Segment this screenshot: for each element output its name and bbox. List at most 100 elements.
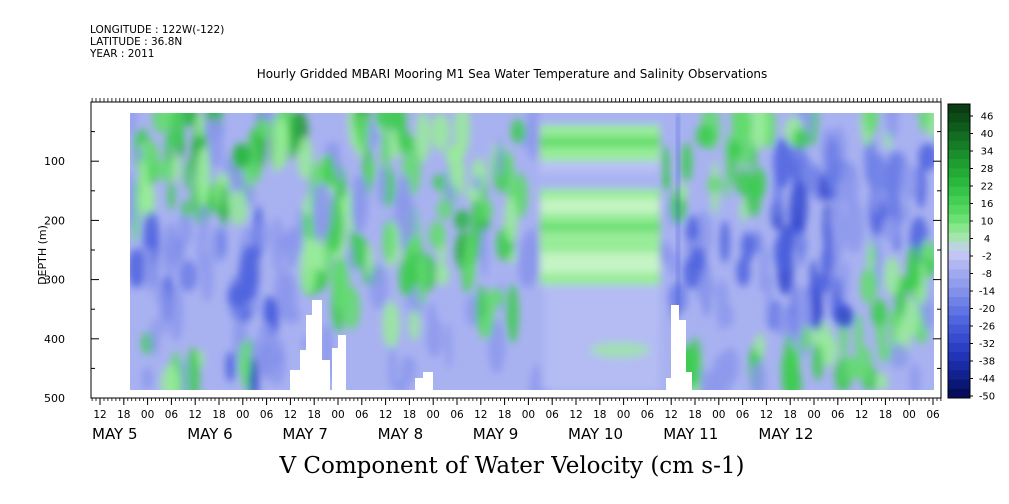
heatmap-cell <box>863 113 879 134</box>
heatmap-cell <box>436 264 450 286</box>
year-label: YEAR : 2011 <box>90 48 155 60</box>
heatmap-cell <box>231 144 251 169</box>
heatmap-cell <box>864 133 877 186</box>
missing-data <box>415 378 423 390</box>
x-day-label: MAY 11 <box>663 425 718 443</box>
colorbar-band <box>948 333 970 344</box>
heatmap-cell <box>834 306 855 328</box>
heatmap-cell <box>871 299 887 327</box>
heatmap-cell <box>184 158 191 190</box>
colorbar-label: -50 <box>979 392 995 403</box>
heatmap-cell <box>178 259 198 292</box>
heatmap-cell <box>781 346 799 390</box>
heatmap-streak <box>676 113 680 313</box>
x-hour-tick-label: 12 <box>760 409 773 421</box>
colorbar-band <box>948 388 970 399</box>
heatmap-cell <box>878 200 886 224</box>
heatmap-band <box>540 213 660 223</box>
heatmap-cell <box>407 236 422 255</box>
heatmap-cell <box>844 355 861 381</box>
y-axis-label: DEPTH (m) <box>36 225 49 285</box>
missing-data <box>322 360 330 390</box>
heatmap-cell <box>300 241 317 295</box>
x-hour-tick-label: 12 <box>855 409 868 421</box>
heatmap-cell <box>901 298 920 337</box>
heatmap-cell <box>238 340 251 383</box>
heatmap-cell <box>181 200 191 219</box>
heatmap-cell <box>141 366 154 390</box>
heatmap-cell <box>503 196 518 243</box>
heatmap-cell <box>740 198 748 223</box>
heatmap-cell <box>169 113 185 149</box>
heatmap-cell <box>922 298 934 331</box>
heatmap-cell <box>724 174 731 199</box>
heatmap-cell <box>725 305 734 328</box>
x-hour-tick-label: 00 <box>807 409 820 421</box>
heatmap-cell <box>736 256 751 287</box>
colorbar-band <box>948 306 970 316</box>
heatmap-cell <box>150 318 159 357</box>
heatmap-cell <box>160 365 180 390</box>
colorbar-band <box>948 342 970 353</box>
heatmap-cell <box>342 286 361 330</box>
x-hour-tick-label: 00 <box>522 409 535 421</box>
heatmap-blobs <box>130 113 934 390</box>
heatmap-cell <box>477 198 493 221</box>
missing-data <box>312 300 322 390</box>
colorbar-band <box>948 361 970 371</box>
heatmap-cell <box>812 282 823 332</box>
missing-data <box>666 378 672 390</box>
heatmap-cell <box>409 308 420 341</box>
y-tick-label: 100 <box>44 155 65 168</box>
heatmap-cell <box>525 113 541 161</box>
heatmap-cell <box>824 136 841 193</box>
heatmap-cell <box>271 216 283 273</box>
heatmap-cell <box>901 201 911 224</box>
colorbar-band <box>948 260 970 270</box>
heatmap-cell <box>257 219 270 251</box>
heatmap-cell <box>356 113 370 151</box>
heatmap-cell <box>161 223 180 277</box>
colorbar-band <box>948 149 970 160</box>
heatmap-cell <box>351 234 368 270</box>
heatmap-cell <box>293 225 300 243</box>
x-hour-tick-label: 06 <box>450 409 464 421</box>
heatmap-band <box>540 115 660 125</box>
heatmap-cell <box>130 171 136 229</box>
heatmap-cell <box>445 321 452 371</box>
heatmap-cell <box>773 232 794 272</box>
colorbar-band <box>948 241 970 252</box>
heatmap-cell <box>366 243 373 276</box>
heatmap-cell <box>377 164 387 207</box>
heatmap-cell <box>168 284 184 342</box>
colorbar-label: -14 <box>979 287 995 298</box>
heatmap-cell <box>518 233 539 289</box>
x-hour-tick-label: 12 <box>379 409 392 421</box>
heatmap-cell <box>367 161 376 182</box>
heatmap-band <box>540 137 660 147</box>
x-hour-tick-label: 00 <box>617 409 630 421</box>
heatmap-cell <box>801 325 811 353</box>
heatmap-cell <box>428 220 446 250</box>
heatmap-cell <box>140 160 148 209</box>
heatmap-cell <box>792 128 810 149</box>
missing-data <box>671 305 679 390</box>
heatmap-cell <box>703 369 721 390</box>
colorbar-label: 16 <box>981 199 994 210</box>
heatmap-cell <box>909 363 921 390</box>
heatmap-cell <box>369 264 388 310</box>
colorbar-band <box>948 131 970 142</box>
heatmap-cell <box>135 145 143 162</box>
heatmap-cell <box>151 113 172 134</box>
missing-data <box>423 372 433 390</box>
heatmap-band <box>540 273 660 285</box>
colorbar-band <box>948 168 970 178</box>
heatmap-cell <box>335 161 342 181</box>
heatmap-band <box>540 253 660 273</box>
x-hour-tick-label: 06 <box>546 409 560 421</box>
x-hour-tick-label: 00 <box>141 409 154 421</box>
heatmap-cell <box>388 345 397 390</box>
x-hour-tick-label: 12 <box>569 409 582 421</box>
heatmap-cell <box>144 246 155 294</box>
x-hour-tick-label: 06 <box>831 409 845 421</box>
